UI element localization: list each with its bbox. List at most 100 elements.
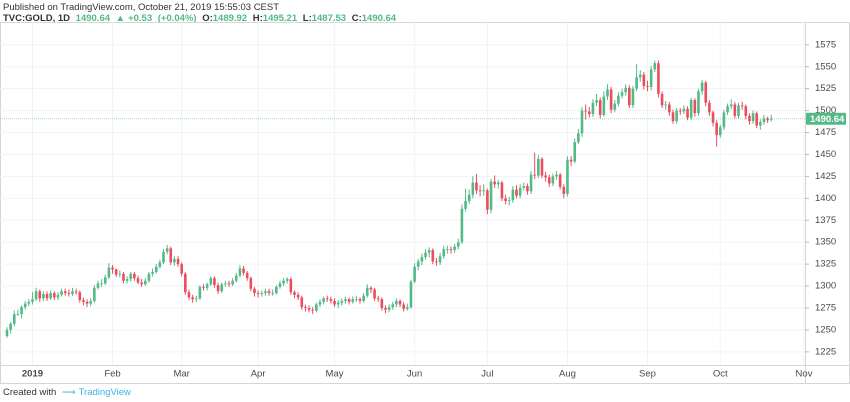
candle-body [311, 309, 314, 311]
candle-body [566, 159, 569, 194]
plot: 1225 1250 1275 1300 1325 1350 1375 1400 1425 1450… [0, 22, 846, 380]
candle-body [191, 297, 194, 300]
candle-body [60, 291, 63, 295]
candle-body [438, 256, 442, 263]
candle-body [151, 272, 154, 274]
candle-body [351, 299, 355, 302]
change: +0.53 [128, 13, 153, 24]
candle-body [620, 92, 624, 96]
candle-body [143, 280, 147, 285]
candle-body [82, 300, 85, 302]
candle-body [416, 261, 420, 267]
candle-body [271, 293, 274, 294]
candle-body [558, 174, 562, 187]
candle-body [340, 300, 344, 303]
candle-body [718, 127, 722, 136]
h-label: H: [252, 13, 263, 24]
y-tick-label: 1250 [815, 324, 836, 335]
y-tick-label: 1400 [815, 193, 836, 204]
candle-body [355, 299, 358, 301]
candle-body [529, 174, 533, 192]
candle-body [675, 110, 678, 122]
candle-body [369, 287, 373, 290]
candle-body [114, 269, 118, 275]
candle-body [547, 177, 551, 184]
y-tick-label: 1425 [815, 171, 836, 182]
candle-body [136, 278, 140, 283]
candle-body [224, 283, 227, 285]
candle-body [715, 122, 718, 136]
y-tick-label: 1225 [815, 346, 836, 357]
candle-body [522, 186, 526, 188]
candle-body [285, 279, 289, 281]
candle-body [154, 266, 158, 273]
candle-body [205, 284, 209, 288]
candle-body [733, 104, 737, 116]
candle-body [624, 87, 627, 93]
candle-body [453, 246, 456, 251]
candle-body [668, 104, 671, 113]
y-tick-label: 1350 [815, 237, 836, 248]
candle-body [649, 69, 653, 87]
candle-body [238, 268, 242, 276]
candle-body [234, 275, 238, 281]
candle-body [89, 300, 93, 304]
x-tick-label: Mar [173, 369, 189, 380]
candle-body [45, 293, 49, 299]
candle-body [544, 175, 547, 178]
candle-body [315, 304, 318, 311]
candle-body [678, 110, 682, 112]
candle-body [133, 273, 136, 279]
candle-body [729, 104, 733, 107]
created: Created with [3, 387, 57, 398]
y-tick-label: 1325 [815, 259, 836, 270]
last-price: 1490.64 [75, 13, 111, 24]
candle-body [336, 302, 340, 305]
candle-body [304, 307, 307, 308]
candle-body [162, 251, 165, 263]
candle-body [220, 284, 224, 292]
candle-body [628, 87, 631, 106]
candle-body [67, 293, 71, 294]
candle-body [56, 294, 60, 298]
candle-body [766, 118, 769, 121]
candle-body [395, 300, 398, 305]
y-tick-label: 1575 [815, 39, 836, 50]
candle-body [562, 186, 566, 194]
candle-body [504, 198, 507, 201]
candle-body [486, 190, 489, 210]
candle-body [697, 91, 700, 114]
candle-body [74, 291, 78, 293]
frame [0, 22, 850, 384]
candle-body [748, 115, 751, 122]
candle-body [260, 293, 264, 294]
candle-body [682, 108, 686, 112]
candle-body [329, 299, 333, 301]
candle-body [296, 294, 300, 298]
candle-body [111, 267, 114, 270]
close: 1490.64 [361, 13, 397, 24]
x-tick-label: Feb [104, 369, 120, 380]
candle-body [278, 283, 282, 287]
candle-body [322, 298, 325, 302]
candle-body [584, 110, 587, 112]
candle-body [497, 182, 500, 185]
candle-body [540, 158, 544, 176]
logo: ⟿ [61, 387, 76, 398]
y-tick-label: 1500 [815, 105, 836, 116]
candle-body [660, 93, 664, 106]
candle-body [577, 133, 580, 143]
candle-body [93, 287, 96, 301]
candle-body [737, 105, 740, 116]
candle-body [253, 288, 256, 294]
candle-body [300, 297, 304, 308]
candle-body [580, 110, 584, 134]
candle-body [187, 292, 191, 298]
candle-body [431, 250, 435, 262]
candle-body [231, 280, 234, 285]
candle-body [631, 88, 635, 106]
y-tick-label: 1375 [815, 215, 836, 226]
candle-body [507, 200, 511, 201]
